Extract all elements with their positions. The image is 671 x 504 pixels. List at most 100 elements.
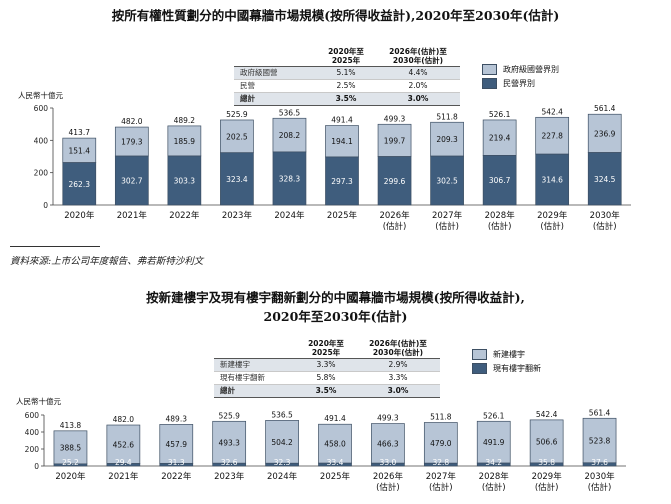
data-label-lower: 32.6 bbox=[221, 458, 238, 467]
data-label-total: 511.8 bbox=[430, 412, 452, 421]
data-label-upper: 185.9 bbox=[174, 137, 196, 146]
data-label-lower: 328.3 bbox=[279, 174, 301, 183]
legend-item-gov: 政府級國營界別 bbox=[482, 63, 559, 75]
data-label-upper: 523.8 bbox=[589, 437, 611, 446]
data-label-lower: 33.0 bbox=[380, 458, 397, 467]
cagr-header-period1: 2020年至 2025年 bbox=[316, 46, 376, 67]
source-rule bbox=[10, 246, 100, 247]
bar-segment-base-7 bbox=[430, 155, 464, 206]
data-label-upper: 388.5 bbox=[60, 443, 82, 452]
x-tick-label: 2029年 bbox=[537, 210, 568, 221]
bar-segment-7 bbox=[423, 422, 458, 464]
bar-segment-base-0 bbox=[53, 463, 88, 467]
data-label-upper: 491.9 bbox=[483, 438, 505, 447]
bar-segment-base-3 bbox=[220, 152, 254, 206]
cagr-value: 2.5% bbox=[316, 79, 376, 93]
bar-segment-base-5 bbox=[318, 462, 352, 467]
legend-item-new: 新建樓宇 bbox=[472, 348, 541, 360]
bar-segment-3 bbox=[220, 119, 254, 154]
data-label-total: 542.4 bbox=[541, 107, 563, 116]
cagr-value: 3.5% bbox=[296, 384, 356, 398]
bar-segment-base-4 bbox=[265, 462, 299, 467]
chart2-title-line1: 按新建樓宇及現有樓宇翻新劃分的中國幕牆市場規模(按所得收益計), bbox=[146, 290, 525, 305]
data-label-lower: 35.8 bbox=[538, 458, 555, 467]
data-label-lower: 37.6 bbox=[591, 458, 608, 467]
x-tick-label: (估計) bbox=[376, 482, 400, 493]
source-note: 資料來源:上市公司年度報告、弗若斯特沙利文 bbox=[10, 256, 204, 267]
bar-segment-base-6 bbox=[371, 462, 405, 467]
cagr-total-row: 總計 3.5% 3.0% bbox=[214, 384, 440, 398]
bar-segment-base-2 bbox=[159, 462, 194, 467]
data-label-upper: 202.5 bbox=[226, 132, 248, 141]
data-label-upper: 209.3 bbox=[436, 135, 458, 144]
data-label-total: 542.4 bbox=[536, 410, 558, 419]
bar-segment-base-6 bbox=[377, 156, 412, 206]
cagr-value: 5.8% bbox=[296, 371, 356, 385]
data-label-lower: 32.8 bbox=[432, 458, 449, 467]
y-tick-label: 400 bbox=[25, 428, 40, 437]
cagr-row-label: 政府級國營 bbox=[234, 66, 316, 80]
x-tick-label: 2024年 bbox=[274, 210, 305, 221]
bar-segment-base-3 bbox=[212, 462, 247, 467]
legend-swatch-dark bbox=[482, 77, 497, 89]
cagr-header-blank bbox=[234, 46, 316, 67]
bar-segment-base-4 bbox=[272, 151, 307, 206]
cagr-row: 現有樓宇翻新 5.8% 3.3% bbox=[214, 371, 440, 385]
x-tick-label: 2027年 bbox=[432, 210, 463, 221]
data-label-upper: 506.6 bbox=[536, 437, 558, 446]
bar-segment-7 bbox=[430, 121, 464, 157]
data-label-upper: 199.7 bbox=[384, 136, 406, 145]
legend-label: 新建樓宇 bbox=[493, 349, 525, 359]
chart2-title-line2: 2020年至2030年(估計) bbox=[263, 309, 408, 324]
data-label-total: 499.3 bbox=[377, 414, 399, 423]
cagr-row: 新建樓宇 3.3% 2.9% bbox=[214, 358, 440, 372]
x-tick-label: (估計) bbox=[383, 221, 407, 232]
data-label-total: 482.0 bbox=[113, 415, 135, 424]
data-label-upper: 208.2 bbox=[279, 131, 301, 140]
bar-segment-0 bbox=[62, 137, 97, 163]
x-tick-label: 2024年 bbox=[267, 471, 298, 482]
data-label-lower: 29.4 bbox=[115, 458, 132, 467]
cagr-row: 政府級國營 5.1% 4.4% bbox=[234, 66, 460, 80]
data-label-lower: 33.4 bbox=[327, 458, 344, 467]
bar-segment-base-10 bbox=[587, 152, 622, 206]
x-tick-label: 2022年 bbox=[169, 210, 200, 221]
x-tick-label: 2026年 bbox=[373, 471, 404, 482]
x-tick-label: (估計) bbox=[535, 482, 559, 493]
cagr-value: 3.0% bbox=[376, 92, 460, 106]
data-label-upper: 493.3 bbox=[218, 438, 240, 447]
data-label-lower: 323.4 bbox=[226, 175, 248, 184]
bar-segment-10 bbox=[587, 113, 622, 153]
data-label-lower: 314.6 bbox=[541, 176, 563, 185]
cagr-value: 2.0% bbox=[376, 79, 460, 93]
data-label-upper: 194.1 bbox=[331, 137, 353, 146]
bar-segment-5 bbox=[325, 125, 359, 158]
cagr-header-period2: 2026年(估計)至 2030年(估計) bbox=[356, 338, 440, 359]
bar-segment-5 bbox=[318, 423, 352, 464]
cagr-row-label: 總計 bbox=[234, 92, 316, 106]
x-tick-label: 2021年 bbox=[108, 471, 139, 482]
bar-segment-10 bbox=[582, 417, 617, 464]
data-label-total: 489.3 bbox=[166, 414, 188, 423]
legend-swatch-light bbox=[482, 63, 497, 75]
cagr-header-blank bbox=[214, 338, 296, 359]
cagr-row-label: 新建樓宇 bbox=[214, 358, 296, 372]
data-label-total: 526.1 bbox=[483, 411, 505, 420]
cagr-value: 3.3% bbox=[296, 358, 356, 372]
data-label-total: 561.4 bbox=[594, 104, 616, 113]
data-label-total: 526.1 bbox=[489, 110, 511, 119]
bar-segment-9 bbox=[535, 116, 570, 155]
data-label-lower: 32.3 bbox=[274, 458, 291, 467]
data-label-upper: 179.3 bbox=[121, 138, 143, 147]
data-label-upper: 219.4 bbox=[489, 134, 511, 143]
cagr-value: 5.1% bbox=[316, 66, 376, 80]
legend-item-renovation: 現有樓宇翻新 bbox=[472, 362, 541, 374]
data-label-total: 489.2 bbox=[174, 116, 196, 125]
bar-segment-base-9 bbox=[535, 153, 570, 206]
x-tick-label: (估計) bbox=[540, 221, 564, 232]
x-tick-label: (估計) bbox=[588, 482, 612, 493]
data-label-lower: 25.2 bbox=[62, 458, 79, 467]
bar-segment-base-8 bbox=[482, 155, 517, 206]
data-label-lower: 303.3 bbox=[174, 176, 196, 185]
